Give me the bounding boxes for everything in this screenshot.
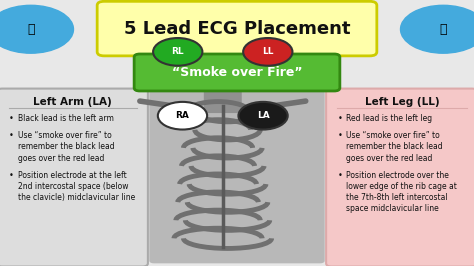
Text: Left Arm (LA): Left Arm (LA) (33, 97, 111, 107)
Circle shape (243, 38, 292, 66)
Text: space midclavicular line: space midclavicular line (346, 204, 439, 213)
Text: RA: RA (175, 111, 190, 120)
Text: •: • (337, 171, 342, 180)
Text: the 7th-8th left intercostal: the 7th-8th left intercostal (346, 193, 447, 202)
Text: goes over the red lead: goes over the red lead (346, 153, 432, 163)
Text: LL: LL (262, 47, 273, 56)
Text: the clavicle) midclavicular line: the clavicle) midclavicular line (18, 193, 135, 202)
FancyBboxPatch shape (97, 1, 377, 56)
Text: LA: LA (257, 111, 269, 120)
Text: “Smoke over Fire”: “Smoke over Fire” (172, 66, 302, 79)
Text: 🧑: 🧑 (27, 23, 35, 36)
Text: remember the black lead: remember the black lead (18, 143, 115, 151)
Text: 2nd intercostal space (below: 2nd intercostal space (below (18, 182, 128, 191)
Text: goes over the red lead: goes over the red lead (18, 153, 104, 163)
Text: Black lead is the left arm: Black lead is the left arm (18, 114, 114, 123)
Text: Left Leg (LL): Left Leg (LL) (365, 97, 439, 107)
Text: Position electrode over the: Position electrode over the (346, 171, 449, 180)
Text: RL: RL (172, 47, 184, 56)
Text: Use “smoke over fire” to: Use “smoke over fire” to (18, 131, 112, 140)
Circle shape (238, 102, 288, 130)
FancyBboxPatch shape (134, 54, 340, 91)
Text: •: • (337, 131, 342, 140)
Text: 5 Lead ECG Placement: 5 Lead ECG Placement (124, 20, 350, 38)
Circle shape (153, 38, 202, 66)
Circle shape (401, 5, 474, 53)
FancyBboxPatch shape (0, 89, 148, 266)
Text: 🧑: 🧑 (439, 23, 447, 36)
FancyBboxPatch shape (149, 89, 325, 263)
Text: •: • (9, 114, 13, 123)
FancyBboxPatch shape (326, 89, 474, 266)
Text: Red lead is the left leg: Red lead is the left leg (346, 114, 432, 123)
Text: lower edge of the rib cage at: lower edge of the rib cage at (346, 182, 457, 191)
Text: •: • (9, 131, 13, 140)
Text: •: • (337, 114, 342, 123)
Text: Position electrode at the left: Position electrode at the left (18, 171, 127, 180)
FancyBboxPatch shape (204, 90, 242, 113)
Text: remember the black lead: remember the black lead (346, 143, 443, 151)
Text: Use “smoke over fire” to: Use “smoke over fire” to (346, 131, 440, 140)
Circle shape (158, 102, 207, 130)
Text: •: • (9, 171, 13, 180)
Circle shape (0, 5, 73, 53)
